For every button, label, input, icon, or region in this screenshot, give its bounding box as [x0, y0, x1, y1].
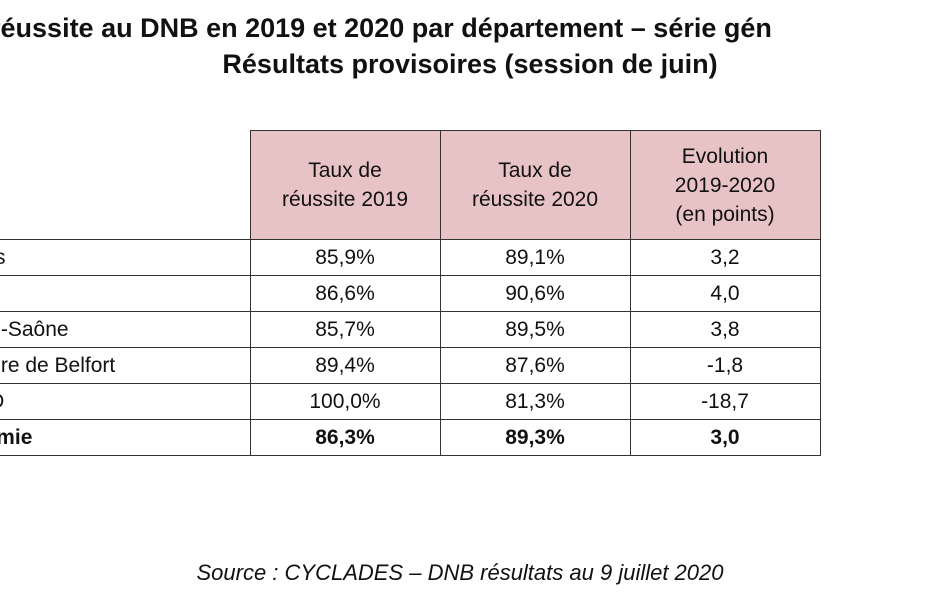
row-department: rritoire de Belfort — [0, 347, 251, 384]
header-evolution-line3: (en points) — [675, 202, 775, 226]
table-row: rritoire de Belfort 89,4% 87,6% -1,8 — [0, 347, 821, 384]
header-rate-2020-line1: Taux de — [498, 159, 572, 182]
table-row: a 86,6% 90,6% 4,0 — [0, 275, 821, 312]
table-row: NED 100,0% 81,3% -18,7 — [0, 383, 821, 420]
table-header-row: Taux de réussite 2019 Taux de réussite 2… — [0, 130, 821, 240]
row-rate-2020: 81,3% — [439, 383, 631, 420]
row-rate-2020: 87,6% — [439, 347, 631, 384]
header-rate-2019-line1: Taux de — [308, 159, 382, 182]
total-label: adémie — [0, 419, 251, 456]
total-evolution: 3,0 — [629, 419, 821, 456]
title-line-1: le réussite au DNB en 2019 et 2020 par d… — [0, 13, 772, 43]
results-table: Taux de réussite 2019 Taux de réussite 2… — [0, 130, 821, 456]
row-evolution: -18,7 — [629, 383, 821, 420]
table-row: aute-Saône 85,7% 89,5% 3,8 — [0, 311, 821, 348]
table-row: oubs 85,9% 89,1% 3,2 — [0, 239, 821, 276]
total-rate-2020: 89,3% — [439, 419, 631, 456]
row-department: aute-Saône — [0, 311, 251, 348]
header-rate-2020-line2: réussite 2020 — [471, 188, 599, 211]
row-rate-2019: 85,7% — [249, 311, 441, 348]
row-evolution: 4,0 — [629, 275, 821, 312]
row-department: NED — [0, 383, 251, 420]
total-rate-2019: 86,3% — [249, 419, 441, 456]
row-department: a — [0, 275, 251, 312]
header-rate-2019: Taux de réussite 2019 — [249, 130, 441, 240]
row-evolution: -1,8 — [629, 347, 821, 384]
row-rate-2019: 85,9% — [249, 239, 441, 276]
row-department: oubs — [0, 239, 251, 276]
row-rate-2020: 89,5% — [439, 311, 631, 348]
table-total-row: adémie 86,3% 89,3% 3,0 — [0, 419, 821, 456]
row-rate-2020: 89,1% — [439, 239, 631, 276]
header-evolution-line1: Evolution — [681, 144, 769, 168]
header-rate-2019-line2: réussite 2019 — [281, 188, 409, 211]
title-line-2: Résultats provisoires (session de juin) — [222, 49, 718, 79]
header-rate-2020: Taux de réussite 2020 — [439, 130, 631, 240]
row-rate-2019: 89,4% — [249, 347, 441, 384]
row-rate-2019: 100,0% — [249, 383, 441, 420]
header-evolution-line2: 2019-2020 — [674, 173, 776, 197]
header-blank-cell — [0, 130, 251, 240]
source-note: Source : CYCLADES – DNB résultats au 9 j… — [196, 560, 724, 585]
header-evolution: Evolution 2019-2020 (en points) — [629, 130, 821, 240]
row-evolution: 3,8 — [629, 311, 821, 348]
row-evolution: 3,2 — [629, 239, 821, 276]
row-rate-2019: 86,6% — [249, 275, 441, 312]
row-rate-2020: 90,6% — [439, 275, 631, 312]
